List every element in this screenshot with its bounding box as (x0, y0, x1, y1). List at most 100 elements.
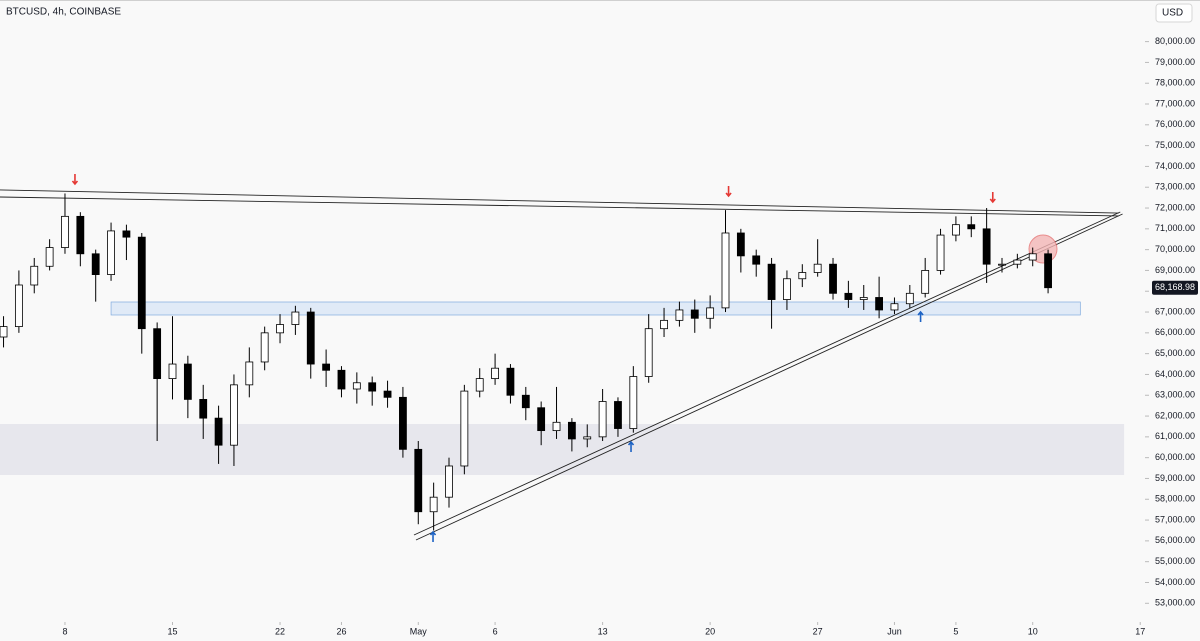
x-tick-label: 15 (167, 626, 177, 636)
candle-body (752, 255, 761, 265)
candle-body (552, 421, 561, 432)
x-tick-label: 8 (62, 626, 67, 636)
chart-title: BTCUSD, 4h, COINBASE (6, 7, 121, 18)
candle-body (352, 382, 361, 390)
candle-body (14, 284, 23, 328)
candle-body (475, 378, 484, 392)
candle-body (291, 311, 300, 325)
up-arrow (917, 310, 924, 322)
candle-body (998, 263, 1006, 266)
x-tick-label: 27 (813, 626, 823, 636)
x-tick-label: 5 (953, 626, 958, 636)
y-tick-label: 58,000.00 (1155, 494, 1195, 504)
candle-body (445, 465, 453, 498)
y-tick-label: 70,000.00 (1155, 244, 1195, 254)
y-tick-label: 80,000.00 (1155, 36, 1195, 46)
trendline (415, 213, 1123, 541)
y-tick-label: 77,000.00 (1155, 98, 1195, 108)
x-tick-label: 20 (705, 626, 715, 636)
candle-body (890, 303, 899, 311)
y-tick-label: 71,000.00 (1155, 223, 1195, 233)
candle-body (368, 382, 377, 392)
candle-body (45, 247, 54, 267)
candle-body (583, 436, 592, 440)
candle-body (921, 270, 930, 294)
candle-body (506, 367, 515, 396)
y-tick-label: 62,000.00 (1155, 410, 1195, 420)
y-tick-label: 66,000.00 (1155, 327, 1195, 337)
candle-body (91, 253, 100, 275)
x-tick-label: 6 (493, 626, 498, 636)
candle-body (521, 394, 530, 409)
y-tick-label: 55,000.00 (1155, 556, 1195, 566)
candle-body (0, 326, 8, 338)
candle-body (567, 421, 576, 440)
x-tick-label: May (410, 626, 428, 636)
down-arrow (989, 192, 996, 204)
candle-body (414, 448, 423, 513)
candle-body (276, 324, 284, 334)
candle-body (1028, 253, 1037, 261)
candle-body (61, 215, 69, 248)
candle-body (383, 390, 392, 398)
trendline (0, 196, 1119, 217)
candle-body (399, 396, 407, 450)
y-tick-label: 54,000.00 (1155, 577, 1195, 587)
candle-body (260, 332, 269, 363)
candle-body (783, 278, 791, 300)
candle-body (76, 215, 85, 255)
candle-body (690, 309, 699, 319)
candle-body (967, 224, 976, 230)
candle-body (875, 297, 884, 311)
candle-body (491, 367, 499, 380)
y-tick-label: 67,000.00 (1155, 306, 1195, 316)
y-tick-label: 65,000.00 (1155, 348, 1195, 358)
y-tick-label: 53,000.00 (1155, 598, 1195, 608)
trendline (0, 189, 1119, 214)
candle-body (306, 311, 315, 365)
y-tick-label: 61,000.00 (1155, 431, 1195, 441)
candle-body (168, 363, 177, 380)
candle-body (30, 265, 39, 286)
candle-body (952, 224, 960, 236)
candle-body (429, 496, 438, 513)
zone (110, 301, 1081, 316)
candle-body (936, 234, 945, 271)
y-tick-label: 69,000.00 (1155, 265, 1195, 275)
x-tick-label: 22 (275, 626, 285, 636)
last-price-tag (1152, 280, 1198, 295)
candle-body (829, 263, 837, 294)
y-tick-label: 60,000.00 (1155, 452, 1195, 462)
y-tick-label: 72,000.00 (1155, 202, 1195, 212)
candle-body (767, 263, 776, 300)
down-arrow (725, 186, 732, 198)
currency-label[interactable]: USD (1162, 8, 1183, 19)
candle-body (844, 292, 853, 300)
x-tick-label: 17 (1135, 626, 1145, 636)
candle-body (337, 369, 346, 390)
candle-body (1013, 259, 1022, 265)
y-tick-label: 64,000.00 (1155, 369, 1195, 379)
currency-button[interactable] (1155, 3, 1193, 23)
x-tick-label: 10 (1028, 626, 1038, 636)
candle-body (137, 236, 146, 330)
candle-body (153, 328, 162, 380)
candle-body (122, 230, 131, 238)
candle-body (230, 384, 238, 446)
candle-body (721, 232, 730, 309)
candle-body (660, 319, 668, 330)
y-tick-label: 75,000.00 (1155, 140, 1195, 150)
y-tick-label: 56,000.00 (1155, 535, 1195, 545)
candle-body (644, 328, 653, 377)
down-arrow (71, 174, 79, 186)
candle-body (614, 401, 622, 429)
candle-body (214, 417, 223, 446)
y-tick-label: 63,000.00 (1155, 390, 1195, 400)
candle-body (460, 390, 469, 467)
candle-body (1044, 253, 1052, 289)
candle-body (629, 376, 638, 429)
y-tick-label: 73,000.00 (1155, 182, 1195, 192)
